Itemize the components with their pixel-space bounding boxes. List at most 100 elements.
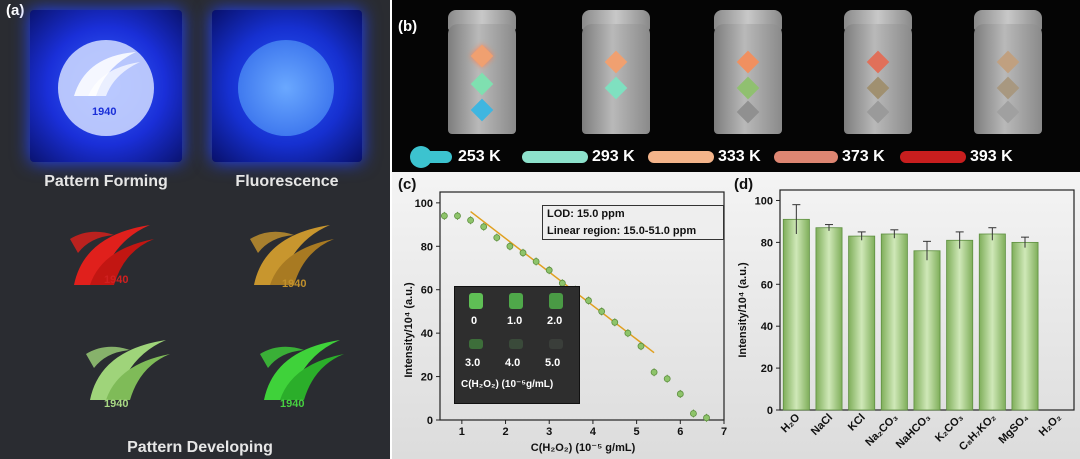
diamond-bottom bbox=[866, 100, 890, 124]
chart-c-ytick-label: 40 bbox=[421, 328, 433, 340]
diamond-mid bbox=[604, 76, 628, 100]
chart-c-ytick-label: 20 bbox=[421, 372, 433, 384]
chart-c-point bbox=[493, 234, 501, 241]
chart-c-ytick-label: 60 bbox=[421, 285, 433, 297]
panel-a: (a) 1940 Pattern Forming Fluorescence 19… bbox=[0, 0, 390, 459]
red-pattern-icon bbox=[70, 225, 154, 285]
vial-293k bbox=[582, 24, 650, 134]
temp-bar-5 bbox=[900, 151, 966, 163]
temp-bar-2 bbox=[522, 151, 588, 163]
chart-c-point bbox=[440, 212, 448, 220]
chart-c-point bbox=[663, 375, 671, 383]
caption-pattern-developing: Pattern Developing bbox=[127, 439, 273, 456]
chart-d-ylabel: Intensity/10⁴ (a.u.) bbox=[737, 262, 749, 358]
panel-label-b: (b) bbox=[398, 18, 418, 35]
diamond-mid bbox=[866, 76, 890, 100]
diamond-top bbox=[996, 50, 1020, 74]
chart-c-annotation-box: LOD: 15.0 ppm Linear region: 15.0-51.0 p… bbox=[542, 205, 724, 240]
chart-c-xtick-label: 5 bbox=[634, 426, 640, 438]
diamond-top bbox=[604, 50, 628, 74]
chart-c-point bbox=[676, 390, 684, 398]
diamond-mid bbox=[996, 76, 1020, 100]
chart-c-point bbox=[454, 212, 461, 220]
inset-label-4: 4.0 bbox=[505, 357, 521, 369]
light-green-pattern-year: 1940 bbox=[104, 398, 129, 410]
chart-c-ytick-label: 100 bbox=[415, 198, 433, 210]
inset-vial-4 bbox=[509, 339, 523, 349]
chart-c-xtick-label: 1 bbox=[459, 426, 465, 438]
panel-label-a: (a) bbox=[6, 2, 25, 19]
chart-c-point bbox=[480, 223, 488, 231]
temp-label-293: 293 K bbox=[592, 148, 635, 165]
chart-c-point bbox=[690, 410, 697, 417]
vial-373k bbox=[844, 24, 912, 134]
diamond-top bbox=[470, 44, 494, 68]
diamond-bottom bbox=[470, 98, 494, 122]
chart-c-xlabel: C(H₂O₂) (10⁻⁵ g/mL) bbox=[531, 442, 636, 454]
chart-d-category-label: NaCl bbox=[809, 412, 835, 438]
chart-c-point bbox=[532, 258, 540, 265]
lod-text: LOD: 15.0 ppm bbox=[547, 208, 625, 220]
vial-393k bbox=[974, 24, 1042, 134]
chart-d-category-label: H₂O₂ bbox=[1037, 412, 1064, 439]
linear-region-text: Linear region: 15.0-51.0 ppm bbox=[547, 225, 697, 237]
temp-label-253: 253 K bbox=[458, 148, 501, 165]
chart-c-point bbox=[585, 297, 592, 304]
chart-c-point bbox=[467, 216, 474, 224]
inset-vial-0 bbox=[469, 293, 483, 309]
chart-d-bar bbox=[815, 227, 843, 411]
temp-bar-3 bbox=[648, 151, 714, 163]
chart-c-point bbox=[598, 308, 606, 315]
caption-fluorescence: Fluorescence bbox=[235, 173, 339, 190]
chart-d-category-label: NaHCO₃ bbox=[894, 412, 933, 451]
diamond-mid bbox=[736, 76, 760, 100]
chart-c-inset: 0 1.0 2.0 3.0 4.0 5.0 C(H₂O₂) (10⁻⁵g/mL) bbox=[454, 286, 580, 404]
temp-label-373: 373 K bbox=[842, 148, 885, 165]
chart-c-xtick-label: 3 bbox=[546, 426, 552, 438]
chart-c-point bbox=[545, 266, 553, 274]
inset-label-5: 5.0 bbox=[545, 357, 561, 369]
chart-c-frame bbox=[439, 191, 725, 421]
temp-label-333: 333 K bbox=[718, 148, 761, 165]
inset-vial-1 bbox=[509, 293, 523, 309]
chart-d-category-label: H₂O bbox=[779, 411, 803, 435]
chart-d-ytick-label: 80 bbox=[761, 237, 773, 249]
inset-label-1: 1.0 bbox=[507, 315, 523, 327]
diamond-top bbox=[736, 50, 760, 74]
chart-c-point bbox=[703, 414, 710, 422]
chart-d-category-label: KCl bbox=[846, 412, 868, 434]
chart-c-xtick-label: 2 bbox=[502, 426, 508, 438]
chart-d-ytick-label: 100 bbox=[755, 195, 773, 207]
inset-label-2: 2.0 bbox=[547, 315, 563, 327]
green-pattern-year: 1940 bbox=[280, 398, 305, 410]
chart-d-svg: Intensity/10⁴ (a.u.) 0 20 40 60 80 100 H₂O NaCl… bbox=[737, 189, 1075, 453]
temp-bar-4 bbox=[774, 151, 838, 163]
diamond-bottom bbox=[996, 100, 1020, 124]
caption-pattern-forming: Pattern Forming bbox=[44, 173, 168, 190]
chart-d-ytick-label: 40 bbox=[761, 321, 773, 333]
chart-c-xtick-label: 4 bbox=[590, 426, 597, 438]
chart-d-ytick-label: 60 bbox=[761, 279, 773, 291]
inset-vial-5 bbox=[549, 339, 563, 349]
panel-c-d: (c) (d) Intensity/10⁴ (a.u.) C(H₂O₂) (10… bbox=[392, 172, 1080, 459]
chart-c-point bbox=[637, 342, 645, 350]
chart-d-bar bbox=[913, 250, 941, 411]
chart-c-ylabel: Intensity/10⁴ (a.u.) bbox=[403, 282, 415, 378]
chart-d-ytick-label: 20 bbox=[761, 363, 773, 375]
chart-d-bar bbox=[880, 233, 908, 411]
diamond-bottom bbox=[736, 100, 760, 124]
chart-c-point bbox=[624, 329, 632, 337]
chart-d-bar bbox=[1011, 241, 1039, 411]
orange-pattern-year: 1940 bbox=[282, 278, 307, 290]
light-green-pattern-icon bbox=[86, 340, 170, 400]
diamond-top bbox=[866, 50, 890, 74]
vial-253k bbox=[448, 24, 516, 134]
diamond-mid bbox=[470, 72, 494, 96]
temp-bar-1 bbox=[422, 151, 452, 163]
panel-label-d: (d) bbox=[734, 176, 754, 193]
chart-c-point bbox=[519, 249, 527, 257]
green-pattern-icon bbox=[260, 340, 344, 400]
logo-swoosh-icon bbox=[74, 52, 140, 96]
inset-vial-2 bbox=[549, 293, 563, 309]
chart-d-bar bbox=[978, 233, 1006, 411]
